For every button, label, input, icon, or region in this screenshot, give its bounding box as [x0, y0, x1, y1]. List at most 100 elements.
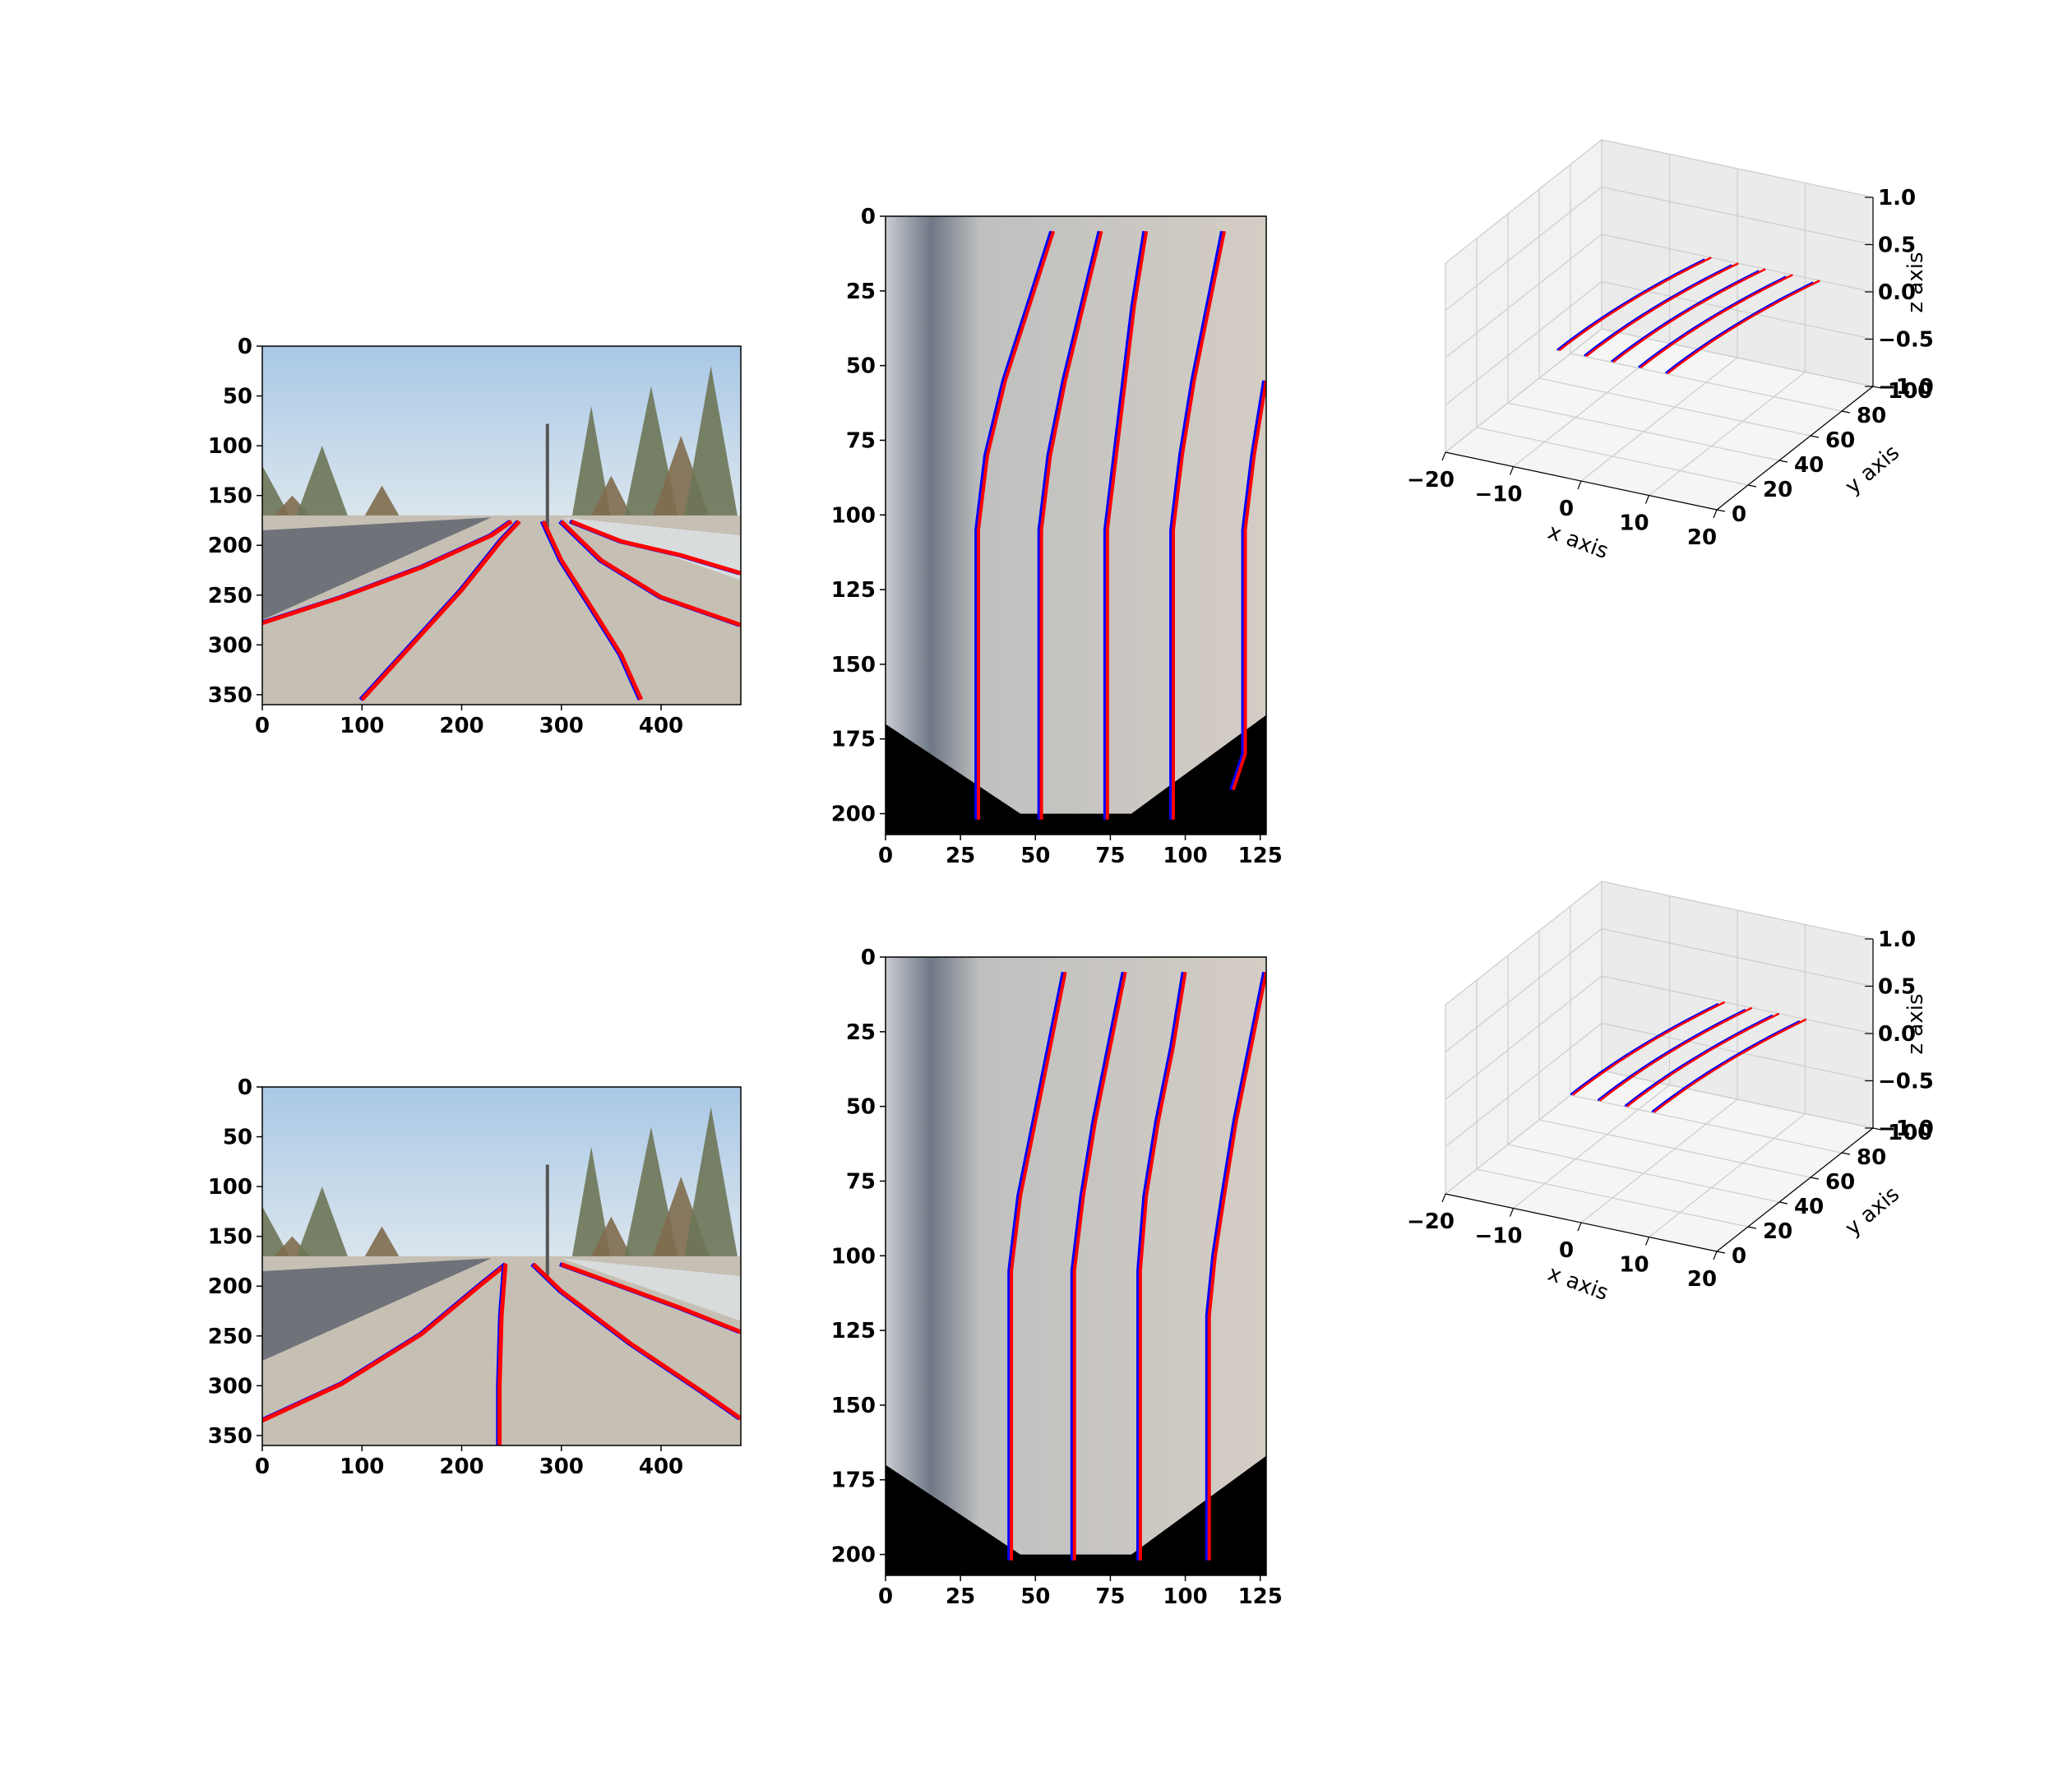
y-tick-label: 175: [831, 1468, 876, 1493]
left-barrier: [262, 517, 492, 621]
lane3d-gt-3: [1638, 275, 1787, 368]
tree: [362, 1226, 402, 1261]
grid-z: [1445, 280, 1874, 406]
lane-pred-0: [977, 230, 1056, 820]
image-background: [262, 1087, 741, 1445]
lane3d-pred-0: [1558, 257, 1712, 352]
x-tick: [1577, 480, 1582, 490]
y-tick: [1810, 1177, 1820, 1180]
grid-z: [1445, 139, 1874, 264]
row1-bev-view: 0 25 50 75 100 125 0 25 50 75 100 125 150 175 200: [831, 205, 1283, 868]
tree: [683, 1107, 738, 1261]
y-tick-label: 100: [1888, 379, 1932, 404]
y-tick-label: 0: [861, 946, 876, 970]
lane-pred-2: [1138, 971, 1187, 1561]
grid-z: [1445, 186, 1874, 312]
tree: [571, 405, 612, 520]
x-tick: [1509, 466, 1515, 475]
lane3d-gt-0: [1556, 258, 1705, 351]
x-tick-label: 125: [1238, 844, 1283, 868]
x-tick-label: 50: [1020, 844, 1050, 868]
z-tick-label: 1.0: [1878, 927, 1916, 952]
y-tick: [1872, 386, 1882, 389]
y-axis-line: [1716, 1127, 1874, 1252]
y-tick: [1841, 1152, 1851, 1155]
y-tick-label: 75: [846, 1169, 876, 1194]
y-tick: [1716, 1251, 1726, 1254]
y-tick-label: 100: [831, 503, 876, 528]
x-axis-label: x axis: [1545, 520, 1612, 564]
y-tick-label: 150: [208, 1225, 252, 1250]
lane-gt-3: [1169, 230, 1223, 820]
lane-gt-1: [1037, 230, 1101, 820]
z-tick-label: −0.5: [1878, 1070, 1934, 1094]
lane-pred-1: [1039, 230, 1103, 820]
y-tick: [1841, 410, 1851, 414]
grid-z: [1445, 881, 1874, 1006]
z-tick-label: −1.0: [1878, 375, 1934, 400]
lane3d-pred-3: [1653, 1018, 1807, 1113]
lanes: [262, 519, 741, 701]
lane-pred-0: [262, 1262, 508, 1422]
x-tick-label: −20: [1407, 468, 1455, 493]
lane-gt-1: [1070, 971, 1125, 1561]
y-tick-label: 0: [1732, 1244, 1746, 1269]
x-tick-label: 0: [255, 1455, 270, 1479]
y-tick-label: 200: [208, 534, 252, 558]
y-tick-label: 60: [1825, 428, 1855, 453]
x-tick-label: 100: [1163, 1584, 1207, 1609]
lane-pred-3: [560, 520, 741, 627]
y-tick-label: 150: [831, 653, 876, 678]
grid-z: [1445, 328, 1874, 453]
z-tick-label: 1.0: [1878, 186, 1916, 210]
z-tick-label: 0.0: [1878, 1022, 1916, 1047]
lane3d-gt-2: [1624, 1014, 1774, 1108]
x-tick-label: 100: [1163, 844, 1207, 868]
tree: [294, 1186, 350, 1261]
x-tick-label: 0: [878, 844, 893, 868]
y-tick-label: 80: [1857, 1145, 1886, 1170]
lanes: [262, 1262, 741, 1445]
grid-z: [1445, 927, 1874, 1053]
y-tick-label: 150: [831, 1394, 876, 1418]
axes-frame: [261, 345, 742, 705]
y-tick: [1778, 460, 1788, 463]
x-tick-label: 75: [1095, 1584, 1125, 1609]
y-tick-label: 25: [846, 280, 876, 304]
y-tick-label: 40: [1794, 1195, 1824, 1219]
lane-pred-3: [560, 1262, 741, 1334]
tree: [683, 366, 738, 520]
y-tick: [1747, 484, 1757, 488]
y-tick-label: 200: [208, 1274, 252, 1299]
lane3d-pred-0: [1571, 1001, 1726, 1096]
y-tick-label: 60: [1825, 1170, 1855, 1195]
y-tick-label: 250: [208, 1325, 252, 1349]
x-tick: [1644, 1237, 1650, 1246]
x-tick: [1441, 451, 1446, 461]
lane3d-gt-3: [1651, 1020, 1801, 1113]
x-tick-label: 200: [439, 1455, 483, 1479]
tree: [589, 1216, 634, 1261]
lane3d-pred-2: [1626, 1012, 1780, 1108]
lane-pred-4: [1232, 380, 1266, 791]
lane-pred-2: [1105, 230, 1149, 820]
right-sidewalk: [561, 1258, 741, 1321]
x-tick-label: −10: [1475, 483, 1523, 507]
lane3d-pred-4: [1667, 280, 1820, 375]
lane-gt-0: [974, 230, 1053, 820]
row2-3d-view: −20−1001020020406080100−1.0−0.50.00.51.0…: [1407, 880, 1934, 1306]
y-tick-label: 300: [208, 633, 252, 658]
y-tick-label: 80: [1857, 404, 1886, 428]
x-tick-label: 0: [1559, 497, 1574, 521]
y-tick-label: 75: [846, 428, 876, 453]
z-tick-label: 0.5: [1878, 975, 1916, 1000]
x-tick-label: 10: [1619, 1253, 1649, 1278]
y-tick-label: 0: [861, 205, 876, 229]
x-tick-label: 50: [1020, 1584, 1050, 1609]
left-barrier: [262, 1258, 492, 1362]
x-tick: [1713, 1251, 1718, 1260]
lane-pred-2: [532, 1262, 741, 1421]
lane3d-pred-1: [1585, 262, 1739, 358]
lane-pred-1: [497, 1264, 508, 1445]
